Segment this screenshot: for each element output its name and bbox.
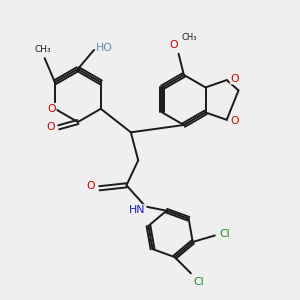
Text: HO: HO <box>96 43 113 52</box>
Text: O: O <box>170 40 178 50</box>
Text: Cl: Cl <box>220 229 230 239</box>
Text: O: O <box>46 122 55 132</box>
Text: HN: HN <box>129 205 146 215</box>
Text: O: O <box>87 181 95 191</box>
Text: Cl: Cl <box>193 277 204 286</box>
Text: CH₃: CH₃ <box>181 33 196 42</box>
Text: O: O <box>231 116 239 126</box>
Text: CH₃: CH₃ <box>35 45 51 54</box>
Text: O: O <box>47 104 56 114</box>
Text: O: O <box>231 74 239 84</box>
